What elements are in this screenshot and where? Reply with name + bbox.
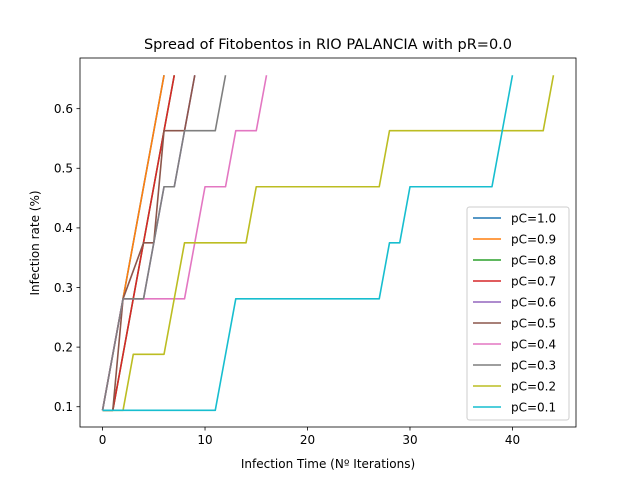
legend-label-3: pC=0.7 [511, 274, 556, 288]
legend-label-8: pC=0.2 [511, 379, 556, 393]
chart-title: Spread of Fitobentos in RIO PALANCIA wit… [144, 37, 512, 53]
legend-label-9: pC=0.1 [511, 400, 556, 414]
legend-label-7: pC=0.3 [511, 358, 556, 372]
y-tick-label-4: 0.5 [54, 162, 73, 176]
legend-label-0: pC=1.0 [511, 211, 556, 225]
x-tick-label-0: 0 [99, 433, 107, 447]
series-line-7 [101, 75, 227, 411]
axes-layer: 0 10 20 30 40 0.1 0.2 0.3 0.4 0.5 0.6 [54, 57, 577, 447]
y-tick-label-3: 0.4 [54, 221, 73, 235]
x-tick-label-1: 10 [197, 433, 212, 447]
x-tick-label-4: 40 [505, 433, 520, 447]
y-tick-label-5: 0.6 [54, 102, 73, 116]
legend-label-4: pC=0.6 [511, 295, 556, 309]
y-tick-label-1: 0.2 [54, 340, 73, 354]
y-tick-label-2: 0.3 [54, 281, 73, 295]
y-axis-title: Infection rate (%) [28, 190, 42, 295]
series-line-8 [102, 75, 555, 412]
legend-label-6: pC=0.4 [511, 337, 556, 351]
x-tick-label-2: 20 [300, 433, 315, 447]
y-tick-label-0: 0.1 [54, 400, 73, 414]
series-layer [101, 75, 555, 412]
legend-label-5: pC=0.5 [511, 316, 556, 330]
legend: pC=1.0 pC=0.9 pC=0.8 pC=0.7 pC=0.6 pC=0.5 pC=0… [466, 206, 570, 421]
x-tick-label-3: 30 [402, 433, 417, 447]
legend-label-2: pC=0.8 [511, 253, 556, 267]
series-line-9 [102, 75, 514, 412]
plot-frame [79, 57, 577, 428]
legend-label-1: pC=0.9 [511, 232, 556, 246]
x-axis-title: Infection Time (Nº Iterations) [241, 457, 415, 471]
